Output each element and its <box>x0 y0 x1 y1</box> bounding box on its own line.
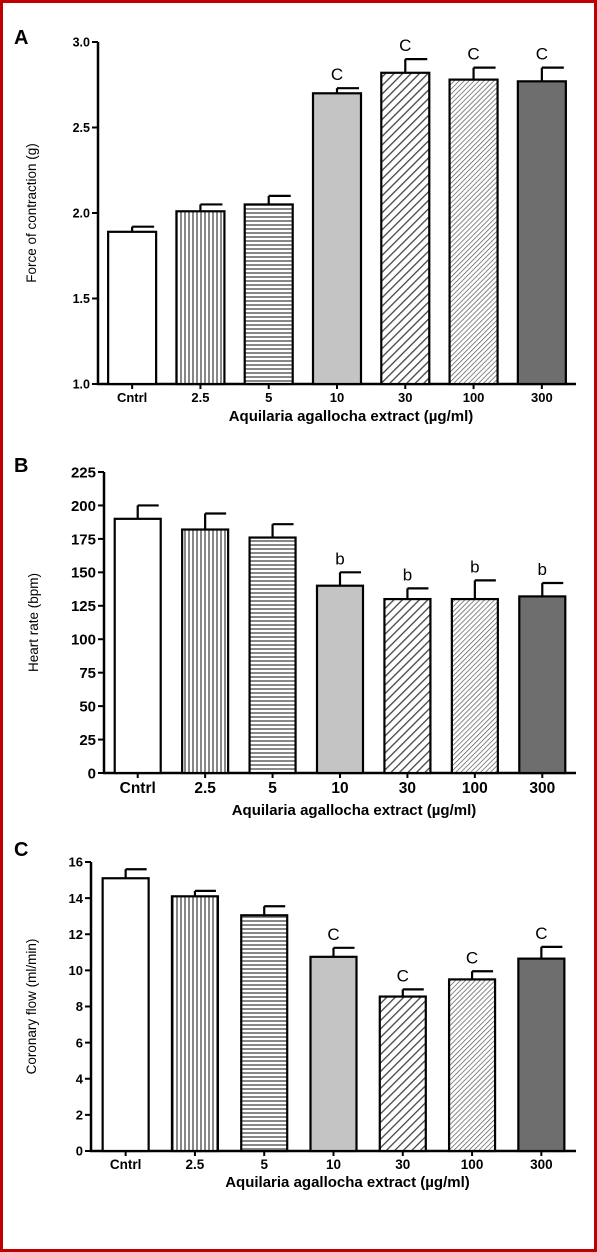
significance-label: C <box>466 948 478 967</box>
x-tick-label: 300 <box>529 780 555 797</box>
significance-label: C <box>397 966 409 985</box>
x-tick-label: 5 <box>260 1157 268 1172</box>
chart-panel-c: C 0 2 4 6 8 10 12 14 16 Coronary flow (ml/min) Cntr… <box>14 839 576 1191</box>
x-tick-label: 300 <box>531 390 553 405</box>
x-tick-label: 100 <box>462 780 488 797</box>
x-axis-label: Aquilaria agallocha extract (µg/ml) <box>229 408 474 425</box>
significance-label: C <box>535 924 547 943</box>
chart-panel-b: B 0 25 50 75 100 125 150 175 200 225 Heart rate (bp… <box>14 455 576 819</box>
bar-2-5 <box>170 895 220 1153</box>
y-tick-label: 10 <box>69 963 83 978</box>
y-tick-label: 1.0 <box>73 378 90 392</box>
x-tick-label: 100 <box>463 390 485 405</box>
bar-100 <box>450 597 499 775</box>
x-tick-label: 30 <box>398 390 412 405</box>
panel-letter: B <box>14 455 28 477</box>
x-tick-label: Cntrl <box>120 780 156 797</box>
significance-label: C <box>327 925 339 944</box>
y-tick-label: 3.0 <box>73 36 90 50</box>
significance-label: C <box>536 45 548 64</box>
x-tick-label: 2.5 <box>194 780 216 797</box>
x-tick-label: 2.5 <box>186 1157 205 1172</box>
y-tick-label: 50 <box>79 699 96 716</box>
bar-300 <box>516 80 567 386</box>
y-tick-label: 2.5 <box>73 121 90 135</box>
x-tick-label: 10 <box>330 390 344 405</box>
bar-10 <box>315 584 365 775</box>
significance-label: b <box>335 549 344 568</box>
bar-30 <box>380 71 431 386</box>
bar-30 <box>383 597 432 775</box>
bar-control <box>113 517 162 775</box>
y-tick-label: 8 <box>76 999 83 1014</box>
bar-5 <box>240 914 289 1153</box>
bar-2-5 <box>181 528 230 775</box>
x-tick-label: 100 <box>461 1157 484 1172</box>
y-axis-label: Coronary flow (ml/min) <box>24 939 39 1075</box>
x-tick-label: 2.5 <box>191 390 209 405</box>
bar-2-5 <box>175 210 226 386</box>
panel-letter: A <box>14 27 28 49</box>
x-tick-label: Cntrl <box>110 1157 142 1172</box>
y-tick-label: 25 <box>79 732 96 749</box>
significance-label: b <box>470 557 479 576</box>
y-tick-label: 6 <box>76 1035 83 1050</box>
bar-10 <box>309 955 358 1153</box>
y-tick-label: 1.5 <box>73 292 90 306</box>
x-tick-label: 10 <box>331 780 348 797</box>
significance-label: C <box>331 65 343 84</box>
y-tick-label: 0 <box>88 765 96 782</box>
bar-5 <box>248 536 297 775</box>
y-tick-label: 12 <box>69 927 83 942</box>
y-tick-label: 0 <box>76 1144 83 1159</box>
y-tick-label: 2.0 <box>73 207 90 221</box>
x-tick-label: 30 <box>399 780 416 797</box>
y-tick-label: 4 <box>76 1071 84 1086</box>
y-tick-label: 14 <box>69 891 84 906</box>
x-tick-label: 5 <box>268 780 277 797</box>
chart-panel-a: A 1.0 1.5 2.0 2.5 3.0 Force of contraction (g)… <box>14 27 576 425</box>
y-tick-label: 100 <box>71 632 96 649</box>
x-axis-label: Aquilaria agallocha extract (µg/ml) <box>232 802 477 819</box>
bar-control <box>101 877 150 1153</box>
y-tick-label: 125 <box>71 598 96 615</box>
bar-control <box>107 230 158 386</box>
significance-label: b <box>403 565 412 584</box>
y-tick-label: 200 <box>71 498 96 515</box>
bar-100 <box>447 978 497 1153</box>
y-axis-label: Heart rate (bpm) <box>26 573 41 672</box>
x-tick-label: 10 <box>326 1157 341 1172</box>
x-axis-label: Aquilaria agallocha extract (µg/ml) <box>225 1174 470 1191</box>
y-tick-label: 150 <box>71 565 96 582</box>
bar-30 <box>378 995 427 1153</box>
y-tick-label: 2 <box>76 1108 83 1123</box>
significance-label: C <box>467 45 479 64</box>
significance-label: b <box>538 560 547 579</box>
bar-100 <box>448 78 499 386</box>
bar-10 <box>311 92 363 386</box>
bar-300 <box>518 595 567 775</box>
y-axis-label: Force of contraction (g) <box>24 143 39 283</box>
bar-300 <box>517 957 566 1153</box>
y-tick-label: 75 <box>79 665 96 682</box>
x-tick-label: 30 <box>395 1157 410 1172</box>
x-tick-label: 300 <box>530 1157 553 1172</box>
y-tick-label: 16 <box>69 855 83 870</box>
x-tick-label: 5 <box>265 390 272 405</box>
bar-5 <box>243 203 294 386</box>
y-tick-label: 225 <box>71 464 96 481</box>
significance-label: C <box>399 36 411 55</box>
y-tick-label: 175 <box>71 531 96 548</box>
x-tick-label: Cntrl <box>117 390 147 405</box>
panel-letter: C <box>14 839 28 861</box>
